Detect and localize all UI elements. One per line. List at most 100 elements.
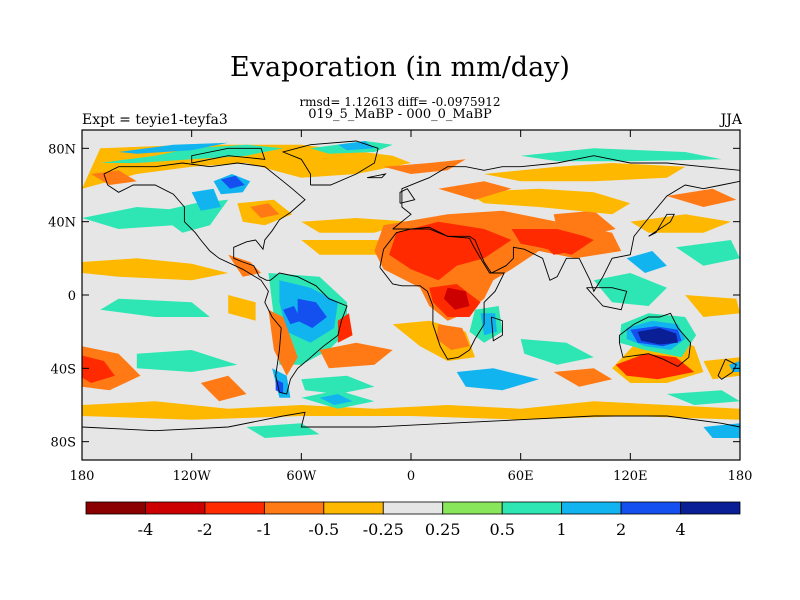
anomaly-region xyxy=(703,423,740,438)
anomaly-regions xyxy=(82,141,740,438)
anomaly-region xyxy=(666,390,740,405)
anomaly-region xyxy=(520,339,594,365)
anomaly-region xyxy=(82,258,229,281)
colorbar-label: 0.25 xyxy=(425,520,461,539)
anomaly-region xyxy=(283,306,302,325)
anomaly-region xyxy=(443,287,470,310)
coastline xyxy=(618,312,692,368)
y-tick-label: 80N xyxy=(48,142,76,157)
anomaly-region xyxy=(209,232,256,259)
colorbar-label: 4 xyxy=(675,520,685,539)
y-tick-label: 80S xyxy=(51,436,76,451)
coastline xyxy=(379,226,505,360)
x-tick-label: 120E xyxy=(613,469,647,484)
anomaly-region xyxy=(436,324,470,350)
coastline xyxy=(367,173,387,179)
anomaly-region xyxy=(456,368,539,391)
colorbar: -4 -2 -1 -0.5 -0.25 0.25 0.5 1 2 4 xyxy=(85,501,741,539)
coastline xyxy=(490,316,503,342)
anomaly-region xyxy=(337,141,375,151)
anomaly-region xyxy=(389,221,512,281)
colorbar-label: -1 xyxy=(257,520,273,539)
anomaly-region xyxy=(615,353,695,380)
anomaly-region xyxy=(220,175,245,189)
colorbar-swatch xyxy=(145,501,206,515)
anomaly-region xyxy=(319,342,393,369)
coastline xyxy=(399,188,416,204)
x-tick-label: 60W xyxy=(286,469,317,484)
coastline xyxy=(103,162,348,395)
anomaly-region xyxy=(538,236,576,255)
anomaly-region xyxy=(136,350,238,372)
anomaly-region xyxy=(118,142,229,154)
colorbar-label: -0.5 xyxy=(308,520,339,539)
anomaly-region xyxy=(465,188,631,215)
anomaly-region xyxy=(593,273,667,306)
x-tick-label: 0 xyxy=(407,469,415,484)
y-tick-label: 40N xyxy=(48,216,76,231)
anomaly-region xyxy=(484,163,686,182)
experiment-label: Expt = teyie1-teyfa3 xyxy=(82,112,228,128)
colorbar-swatch xyxy=(263,501,325,515)
coastline xyxy=(586,287,628,311)
coastline xyxy=(648,213,675,237)
anomaly-region xyxy=(502,298,576,325)
x-tick-label: 60E xyxy=(508,469,534,484)
axes: 180 120W 60W 0 60E 120E 180 80N 40N 0 40S 80S xyxy=(48,130,752,484)
y-tick-label: 40S xyxy=(51,362,76,377)
anomaly-region xyxy=(228,295,256,321)
anomaly-region xyxy=(100,298,210,317)
colorbar-swatch xyxy=(85,501,146,515)
anomaly-region xyxy=(520,148,722,162)
colorbar-label: 2 xyxy=(616,520,626,539)
coastline xyxy=(717,358,737,380)
colorbar-swatch xyxy=(501,501,563,515)
anomaly-region xyxy=(250,203,280,218)
colorbar-swatch xyxy=(561,501,622,515)
anomaly-region xyxy=(637,328,678,345)
colorbar-label: 0.5 xyxy=(489,520,514,539)
colorbar-swatch xyxy=(620,501,681,515)
anomaly-region xyxy=(82,355,115,383)
stats-line: rmsd= 1.12613 diff= -0.0975912 xyxy=(299,95,501,109)
colorbar-swatch xyxy=(382,501,444,515)
x-tick-label: 180 xyxy=(70,469,95,484)
x-tick-label: 180 xyxy=(728,469,753,484)
anomaly-region xyxy=(82,234,183,250)
colorbar-label: -4 xyxy=(138,520,154,539)
anomaly-region xyxy=(191,188,221,211)
colorbar-swatch xyxy=(680,501,741,515)
coastline xyxy=(191,147,266,164)
colorbar-label: 1 xyxy=(557,520,567,539)
chart-subtitle: 019_5_MaBP - 000_0_MaBP xyxy=(308,107,492,122)
y-tick-label: 0 xyxy=(68,289,76,304)
anomaly-region xyxy=(268,309,298,376)
colorbar-label: -0.25 xyxy=(363,520,404,539)
anomaly-region xyxy=(676,240,740,266)
anomaly-region xyxy=(383,159,466,174)
chart-title: Evaporation (in mm/day) xyxy=(230,52,570,83)
x-tick-label: 120W xyxy=(173,469,212,484)
anomaly-region xyxy=(553,210,616,237)
coastline xyxy=(281,140,379,186)
anomaly-region xyxy=(438,181,512,200)
season-label: JJA xyxy=(720,112,742,128)
anomaly-region xyxy=(626,251,667,273)
anomaly-region xyxy=(91,170,137,185)
colorbar-swatch xyxy=(204,501,265,515)
anomaly-region xyxy=(82,401,740,420)
anomaly-region xyxy=(297,298,327,328)
anomaly-region xyxy=(200,375,247,402)
colorbar-swatch xyxy=(323,501,384,515)
coastline xyxy=(82,411,740,432)
anomaly-region xyxy=(630,214,731,233)
colorbar-swatch xyxy=(442,501,503,515)
coastline xyxy=(392,155,740,293)
anomaly-region xyxy=(319,394,353,405)
anomaly-region xyxy=(100,144,284,163)
anomaly-region xyxy=(685,295,740,317)
anomaly-region xyxy=(301,375,375,394)
coastlines xyxy=(82,140,740,432)
anomaly-region xyxy=(228,254,262,277)
